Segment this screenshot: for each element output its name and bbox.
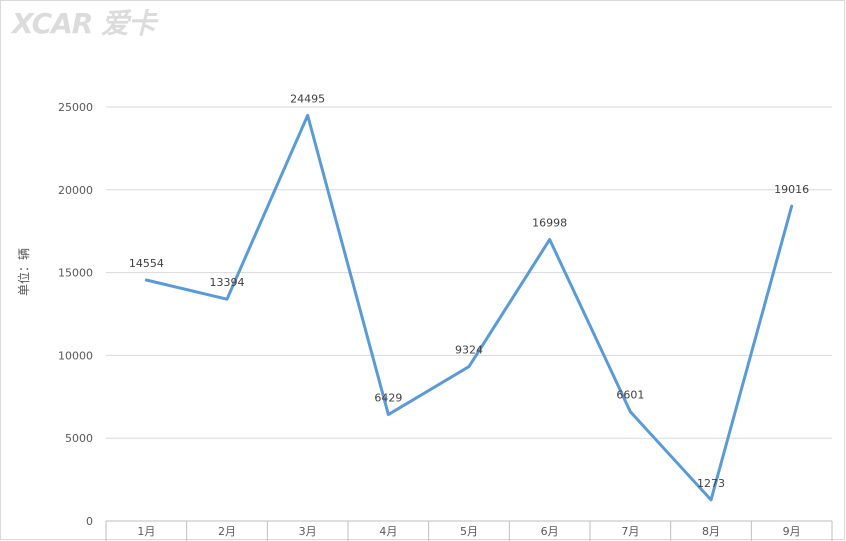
x-axis: 1月 2月 3月 4月 5月 6月 7月 8月 9月 xyxy=(105,521,833,541)
x-tick-label: 8月 xyxy=(702,525,720,538)
gridlines xyxy=(106,106,832,522)
series-line xyxy=(144,113,794,502)
x-tick-label: 3月 xyxy=(299,525,317,538)
y-tick-label: 0 xyxy=(86,515,93,528)
data-label: 9324 xyxy=(455,344,483,357)
x-tick-label: 2月 xyxy=(218,525,236,538)
y-tick-label: 10000 xyxy=(58,349,93,362)
x-tick-label: 6月 xyxy=(541,525,559,538)
data-label: 19016 xyxy=(774,183,809,196)
data-label: 6601 xyxy=(616,389,644,402)
data-label: 14554 xyxy=(129,257,164,270)
x-tick-label: 4月 xyxy=(379,525,397,538)
data-label: 6429 xyxy=(374,392,402,405)
y-tick-label: 25000 xyxy=(58,101,93,114)
x-tick-label: 5月 xyxy=(460,525,478,538)
x-tick-label: 9月 xyxy=(783,525,801,538)
x-tick-label: 1月 xyxy=(137,525,155,538)
x-tick-label: 7月 xyxy=(621,525,639,538)
y-tick-label: 5000 xyxy=(65,432,93,445)
y-axis-ticks: 0 5000 10000 15000 20000 25000 xyxy=(58,101,93,528)
y-tick-label: 15000 xyxy=(58,267,93,280)
data-label: 13394 xyxy=(210,276,245,289)
y-axis-label: 单位：辆 xyxy=(16,248,31,296)
data-label: 24495 xyxy=(290,92,325,105)
data-label: 1273 xyxy=(697,477,725,490)
data-labels: 14554 13394 24495 6429 9324 16998 6601 1273 1901… xyxy=(129,92,809,490)
data-label: 16998 xyxy=(532,217,567,230)
y-tick-label: 20000 xyxy=(58,184,93,197)
watermark-logo: XCAR 爱卡 xyxy=(12,7,156,40)
